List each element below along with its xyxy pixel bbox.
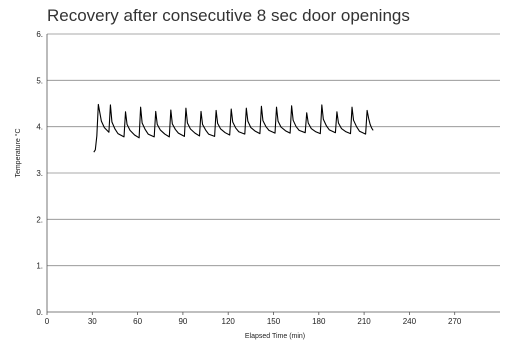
y-tick-label: 6. — [36, 30, 43, 39]
x-axis-label: Elapsed Time (min) — [245, 333, 305, 340]
y-tick-label: 1. — [36, 262, 43, 271]
y-tick-label: 0. — [36, 308, 43, 317]
x-tick-label: 0 — [45, 317, 50, 326]
y-tick-label: 5. — [36, 76, 43, 85]
chart-title: Recovery after consecutive 8 sec door op… — [47, 6, 410, 25]
y-axis-label: Temperature °C — [14, 128, 22, 177]
series-line — [93, 103, 374, 153]
x-tick-label: 120 — [222, 317, 236, 326]
y-tick-label: 2. — [36, 215, 43, 224]
x-tick-label: 150 — [267, 317, 281, 326]
grid-layer — [47, 33, 500, 267]
x-tick-label: 270 — [448, 317, 462, 326]
y-tick-label: 3. — [36, 169, 43, 178]
x-tick-label: 180 — [312, 317, 326, 326]
x-tick-label: 240 — [403, 317, 417, 326]
x-tick-label: 210 — [357, 317, 371, 326]
y-tick-label: 4. — [36, 123, 43, 132]
series-layer — [93, 103, 374, 153]
x-tick-label: 60 — [133, 317, 142, 326]
axis-layer: 0. 1. 2. 3. 4. 5. 6. 0 30 60 90 120 150 180 210 240 270 — [36, 30, 500, 326]
x-tick-label: 30 — [88, 317, 97, 326]
x-tick-label: 90 — [178, 317, 187, 326]
